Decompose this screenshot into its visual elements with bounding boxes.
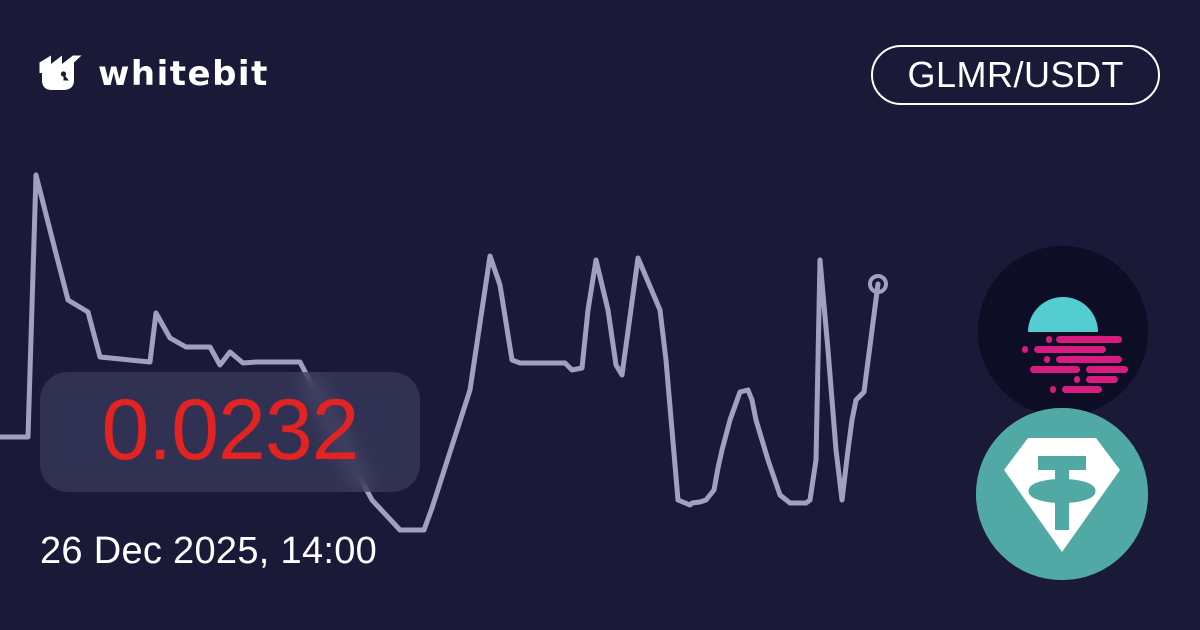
whitebit-bird-logo-icon	[39, 55, 82, 90]
moonbeam-glmr-icon	[978, 246, 1148, 416]
sparkline-end-marker-icon	[868, 274, 888, 294]
price-value: 0.0232	[101, 382, 359, 478]
trading-pair-badge[interactable]: GLMR/USDT	[871, 45, 1160, 105]
base-coin-icon-wrapper	[978, 246, 1148, 416]
brand-logo: whitebit	[38, 48, 269, 96]
timestamp-label: 26 Dec 2025, 14:00	[40, 530, 378, 572]
price-pill: 0.0232	[40, 372, 420, 492]
brand-name: whitebit	[98, 54, 269, 94]
quote-coin-icon-wrapper	[976, 408, 1148, 580]
tether-usdt-icon	[976, 408, 1148, 580]
